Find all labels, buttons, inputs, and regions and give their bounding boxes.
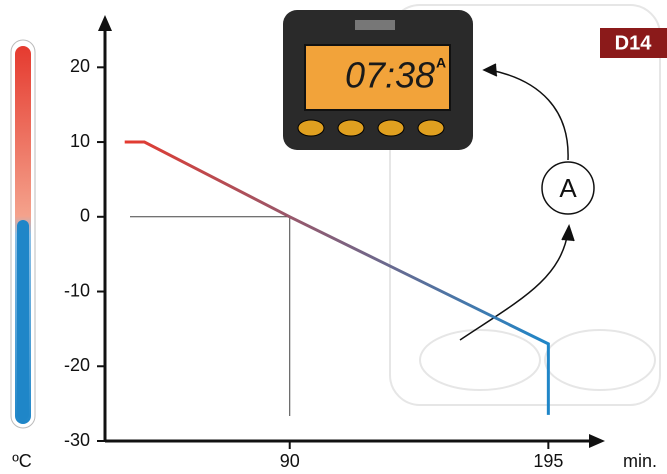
y-tick-label: -20 [64,355,90,375]
y-tick-label: -30 [64,430,90,450]
callout-circle [541,161,595,215]
clock: 07:38 A [283,10,473,150]
y-axis-label: ºC [12,451,32,471]
callout-label: A [559,173,577,203]
thermometer-column [17,220,29,420]
x-axis-label: min. [623,451,657,471]
x-tick-label: 90 [280,451,300,471]
badge-box [600,28,667,58]
x-axis-arrow [589,434,605,448]
x-tick-label: 195 [533,451,563,471]
y-axis-arrow [98,15,112,31]
badge: D14 [615,32,653,54]
clock-mode: A [436,55,446,71]
temperature-line [124,140,550,415]
clock-time: 07:38 [345,55,435,96]
y-tick-label: 0 [80,206,90,226]
y-tick-label: 20 [70,56,90,76]
background-sketch [389,4,661,406]
y-tick-label: -10 [64,280,90,300]
callout-arrows [459,63,575,341]
y-tick-label: 10 [70,131,90,151]
